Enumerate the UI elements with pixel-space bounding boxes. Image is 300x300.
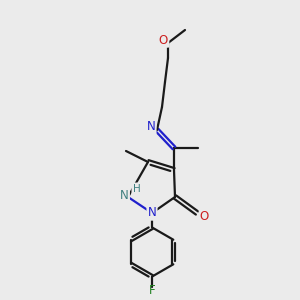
Text: O: O [200, 210, 209, 223]
Text: N: N [148, 206, 156, 220]
Text: N: N [120, 189, 129, 202]
Text: F: F [149, 284, 155, 297]
Text: H: H [133, 184, 140, 194]
Text: N: N [147, 121, 155, 134]
Text: O: O [159, 34, 168, 46]
